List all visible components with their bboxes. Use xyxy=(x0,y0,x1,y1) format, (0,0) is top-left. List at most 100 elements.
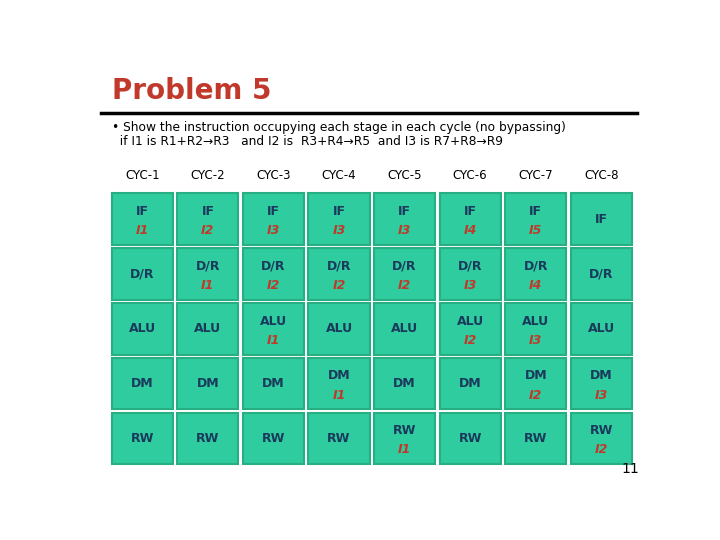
Text: I4: I4 xyxy=(529,279,542,292)
Text: DM: DM xyxy=(197,377,219,390)
Text: I3: I3 xyxy=(464,279,477,292)
Text: CYC-7: CYC-7 xyxy=(518,170,553,183)
FancyBboxPatch shape xyxy=(505,358,566,409)
Text: CYC-2: CYC-2 xyxy=(191,170,225,183)
Text: IF: IF xyxy=(398,205,411,218)
FancyBboxPatch shape xyxy=(374,413,435,464)
FancyBboxPatch shape xyxy=(177,303,238,355)
Text: IF: IF xyxy=(595,213,608,226)
Text: I3: I3 xyxy=(333,224,346,237)
Text: DM: DM xyxy=(459,377,482,390)
FancyBboxPatch shape xyxy=(112,413,173,464)
Text: • Show the instruction occupying each stage in each cycle (no bypassing): • Show the instruction occupying each st… xyxy=(112,121,566,134)
FancyBboxPatch shape xyxy=(177,248,238,300)
Text: RW: RW xyxy=(524,432,547,445)
Text: I1: I1 xyxy=(333,389,346,402)
FancyBboxPatch shape xyxy=(505,303,566,355)
FancyBboxPatch shape xyxy=(374,248,435,300)
FancyBboxPatch shape xyxy=(505,193,566,245)
Text: D/R: D/R xyxy=(458,260,482,273)
FancyBboxPatch shape xyxy=(243,358,304,409)
Text: D/R: D/R xyxy=(589,267,613,280)
Text: I3: I3 xyxy=(595,389,608,402)
Text: D/R: D/R xyxy=(327,260,351,273)
Text: RW: RW xyxy=(328,432,351,445)
Text: CYC-3: CYC-3 xyxy=(256,170,291,183)
FancyBboxPatch shape xyxy=(374,303,435,355)
FancyBboxPatch shape xyxy=(440,248,500,300)
Text: RW: RW xyxy=(130,432,154,445)
Text: ALU: ALU xyxy=(325,322,353,335)
Text: RW: RW xyxy=(393,424,416,437)
Text: I4: I4 xyxy=(464,224,477,237)
Text: IF: IF xyxy=(267,205,280,218)
Text: DM: DM xyxy=(524,369,547,382)
Text: DM: DM xyxy=(328,369,351,382)
Text: RW: RW xyxy=(459,432,482,445)
Text: RW: RW xyxy=(590,424,613,437)
FancyBboxPatch shape xyxy=(571,248,632,300)
Text: I1: I1 xyxy=(266,334,280,347)
FancyBboxPatch shape xyxy=(243,193,304,245)
Text: IF: IF xyxy=(333,205,346,218)
Text: DM: DM xyxy=(590,369,613,382)
FancyBboxPatch shape xyxy=(440,358,500,409)
FancyBboxPatch shape xyxy=(571,358,632,409)
FancyBboxPatch shape xyxy=(374,193,435,245)
Text: I2: I2 xyxy=(266,279,280,292)
FancyBboxPatch shape xyxy=(243,248,304,300)
Text: D/R: D/R xyxy=(196,260,220,273)
Text: ALU: ALU xyxy=(391,322,418,335)
FancyBboxPatch shape xyxy=(243,413,304,464)
FancyBboxPatch shape xyxy=(243,303,304,355)
Text: I3: I3 xyxy=(266,224,280,237)
Text: I2: I2 xyxy=(464,334,477,347)
Text: D/R: D/R xyxy=(523,260,548,273)
FancyBboxPatch shape xyxy=(308,193,369,245)
Text: D/R: D/R xyxy=(130,267,155,280)
FancyBboxPatch shape xyxy=(112,358,173,409)
FancyBboxPatch shape xyxy=(505,413,566,464)
Text: I2: I2 xyxy=(333,279,346,292)
Text: I1: I1 xyxy=(201,279,215,292)
Text: IF: IF xyxy=(464,205,477,218)
Text: DM: DM xyxy=(262,377,284,390)
Text: CYC-8: CYC-8 xyxy=(584,170,618,183)
Text: IF: IF xyxy=(202,205,215,218)
Text: CYC-6: CYC-6 xyxy=(453,170,487,183)
FancyBboxPatch shape xyxy=(177,193,238,245)
Text: D/R: D/R xyxy=(392,260,417,273)
Text: I2: I2 xyxy=(398,279,411,292)
Text: I5: I5 xyxy=(529,224,542,237)
Text: CYC-4: CYC-4 xyxy=(322,170,356,183)
FancyBboxPatch shape xyxy=(308,303,369,355)
FancyBboxPatch shape xyxy=(112,248,173,300)
Text: Problem 5: Problem 5 xyxy=(112,77,272,105)
Text: ALU: ALU xyxy=(260,315,287,328)
Text: ALU: ALU xyxy=(129,322,156,335)
FancyBboxPatch shape xyxy=(440,193,500,245)
Text: I1: I1 xyxy=(135,224,149,237)
Text: if I1 is R1+R2→R3   and I2 is  R3+R4→R5  and I3 is R7+R8→R9: if I1 is R1+R2→R3 and I2 is R3+R4→R5 and… xyxy=(112,136,503,148)
FancyBboxPatch shape xyxy=(112,303,173,355)
FancyBboxPatch shape xyxy=(177,413,238,464)
Text: I2: I2 xyxy=(201,224,215,237)
FancyBboxPatch shape xyxy=(374,358,435,409)
FancyBboxPatch shape xyxy=(571,303,632,355)
Text: RW: RW xyxy=(196,432,220,445)
Text: I2: I2 xyxy=(529,389,542,402)
FancyBboxPatch shape xyxy=(308,248,369,300)
Text: CYC-1: CYC-1 xyxy=(125,170,160,183)
FancyBboxPatch shape xyxy=(308,358,369,409)
Text: ALU: ALU xyxy=(456,315,484,328)
Text: DM: DM xyxy=(131,377,153,390)
Text: I3: I3 xyxy=(398,224,411,237)
Text: RW: RW xyxy=(262,432,285,445)
FancyBboxPatch shape xyxy=(440,413,500,464)
FancyBboxPatch shape xyxy=(308,413,369,464)
Text: DM: DM xyxy=(393,377,416,390)
Text: I1: I1 xyxy=(398,443,411,456)
Text: I2: I2 xyxy=(595,443,608,456)
FancyBboxPatch shape xyxy=(440,303,500,355)
Text: ALU: ALU xyxy=(194,322,222,335)
